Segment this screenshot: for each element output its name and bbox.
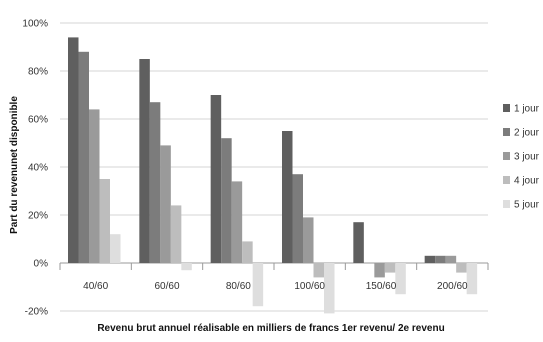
bar: [170, 205, 182, 263]
y-axis-title: Part du revenunet disponible: [9, 96, 20, 234]
legend-swatch: [503, 104, 510, 112]
bar: [78, 51, 89, 263]
bar: [89, 109, 100, 264]
legend-label: 4 jour: [514, 176, 540, 187]
legend-swatch: [503, 176, 510, 184]
bar: [149, 102, 161, 263]
bar: [292, 174, 303, 263]
x-axis-categories: 40/60 60/60 80/60 100/60 150/60 200/60: [59, 263, 489, 292]
bar: [110, 234, 121, 263]
bar: [456, 263, 467, 273]
bar: [374, 263, 385, 278]
bar: [435, 255, 446, 263]
x-tick-label: 40/60: [83, 281, 108, 292]
y-tick-label: -20%: [25, 307, 48, 318]
bar: [160, 145, 171, 263]
bar: [231, 181, 243, 263]
y-tick-label: 100%: [22, 19, 48, 30]
y-tick-label: 80%: [28, 67, 48, 78]
bar: [181, 263, 192, 271]
legend-swatch: [503, 128, 510, 136]
bar: [282, 131, 293, 263]
bar: [445, 255, 457, 263]
bar: [221, 138, 232, 263]
x-axis-title: Revenu brut annuel réalisable en millier…: [97, 323, 444, 334]
bar: [242, 241, 253, 263]
y-tick-label: 40%: [28, 163, 48, 174]
bar: [210, 95, 222, 263]
y-axis-ticks: -20% 0% 20% 40% 60% 80% 100%: [22, 19, 48, 318]
x-tick-label: 150/60: [366, 281, 397, 292]
legend-swatch: [503, 200, 510, 208]
y-tick-label: 0%: [34, 259, 49, 270]
x-tick-label: 200/60: [437, 281, 468, 292]
bar: [384, 263, 396, 273]
bar: [99, 179, 110, 263]
legend: 1 jour 2 jour 3 jour 4 jour 5 jour: [503, 104, 540, 211]
legend-swatch: [503, 152, 510, 160]
legend-label: 3 jour: [514, 152, 540, 163]
bar: [466, 263, 478, 295]
bar: [395, 263, 406, 295]
x-tick-label: 60/60: [154, 281, 179, 292]
bar: [424, 255, 436, 263]
y-tick-label: 60%: [28, 115, 48, 126]
bar: [303, 217, 314, 263]
legend-label: 1 jour: [514, 104, 540, 115]
x-tick-label: 80/60: [226, 281, 251, 292]
bar: [324, 263, 335, 314]
legend-label: 5 jour: [514, 200, 540, 211]
bar: [139, 59, 150, 263]
bar: [252, 263, 264, 307]
bar: [313, 263, 324, 278]
legend-label: 2 jour: [514, 128, 540, 139]
x-tick-label: 100/60: [294, 281, 325, 292]
y-tick-label: 20%: [28, 211, 48, 222]
bar: [68, 37, 79, 264]
bars: [68, 37, 478, 314]
bar: [353, 222, 364, 263]
